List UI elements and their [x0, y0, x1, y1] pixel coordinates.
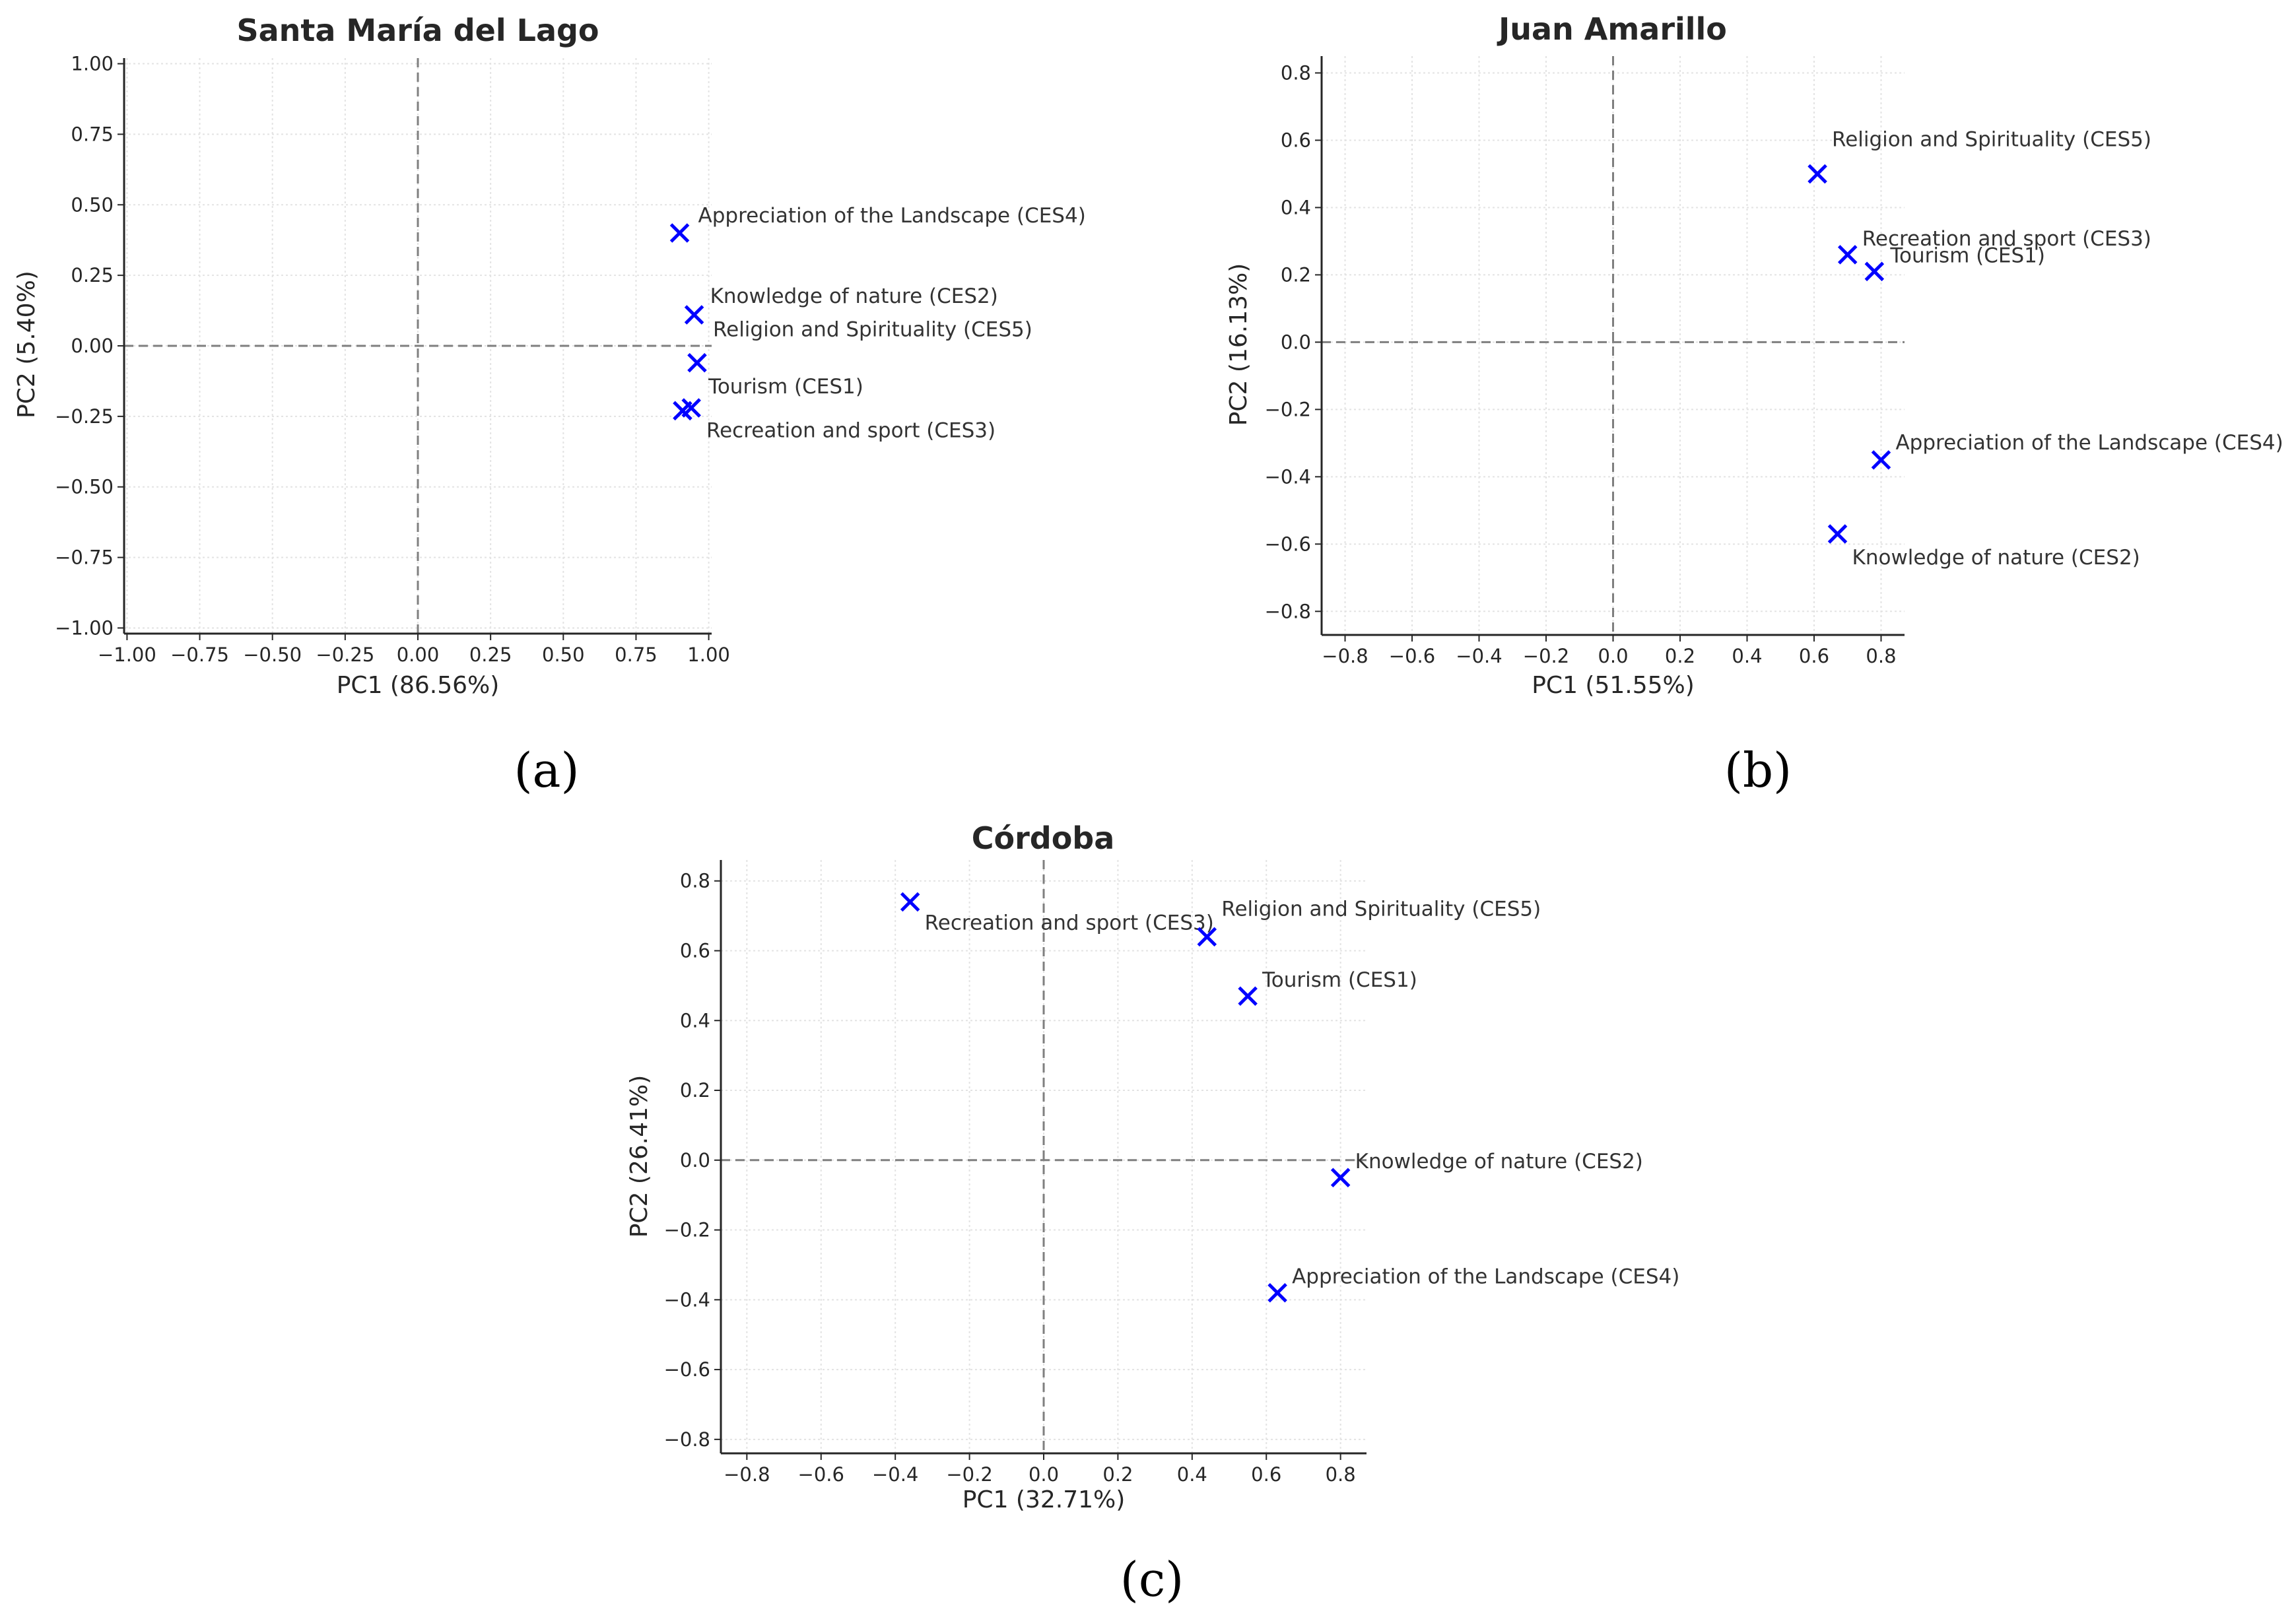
- y-tick-label: −0.25: [55, 405, 114, 428]
- y-tick-label: 0.6: [680, 939, 710, 962]
- y-tick-label: −0.6: [1265, 533, 1311, 555]
- data-point-label: Knowledge of nature (CES2): [1852, 546, 2140, 570]
- data-point-marker: [687, 352, 707, 373]
- data-point-label: Knowledge of nature (CES2): [710, 284, 998, 308]
- x-tick-label: 0.0: [1598, 645, 1628, 667]
- x-tick-label: 0.25: [469, 644, 512, 666]
- x-tick-label: 1.00: [687, 644, 730, 666]
- y-tick-label: 0.8: [1281, 61, 1311, 84]
- x-tick-label: 0.0: [1029, 1463, 1059, 1486]
- data-point-label: Tourism (CES1): [1889, 244, 2045, 267]
- y-tick-label: −0.8: [1265, 600, 1311, 622]
- data-point-marker: [1871, 450, 1891, 470]
- data-point-label: Appreciation of the Landscape (CES4): [1292, 1265, 1679, 1289]
- x-tick-label: −0.6: [798, 1463, 844, 1486]
- data-point-label: Religion and Spirituality (CES5): [713, 318, 1032, 342]
- y-tick-label: −0.2: [1265, 398, 1311, 420]
- x-tick-label: 0.50: [542, 644, 585, 666]
- y-tick-label: −0.75: [55, 546, 114, 569]
- data-point-marker: [1197, 927, 1217, 947]
- y-tick-label: −0.4: [664, 1288, 710, 1311]
- chart-panel-3: −0.8 −0.6 −0.4 −0.2 0.0 0.2 0.4 0.6 0.8 0.8 0.6 0.4…: [626, 820, 1679, 1607]
- panel-letter: (c): [1120, 1552, 1184, 1607]
- data-point-label: Tourism (CES1): [1262, 968, 1417, 992]
- x-tick-label: −0.4: [872, 1463, 918, 1486]
- data-point-label: Recreation and sport (CES3): [1862, 227, 2151, 251]
- y-tick-label: −0.4: [1265, 465, 1311, 488]
- chart-title: Santa María del Lago: [236, 13, 599, 48]
- x-tick-label: 0.75: [615, 644, 658, 666]
- panel-letter: (a): [514, 743, 579, 798]
- x-tick-label: −0.6: [1389, 645, 1435, 667]
- data-point-marker: [1330, 1168, 1351, 1187]
- data-point-label: Recreation and sport (CES3): [706, 418, 996, 442]
- data-point-label: Recreation and sport (CES3): [925, 911, 1214, 935]
- y-tick-label: −1.00: [55, 616, 114, 639]
- x-axis-label: PC1 (32.71%): [962, 1486, 1126, 1513]
- data-point-label: Tourism (CES1): [708, 375, 863, 399]
- x-tick-label: −0.8: [724, 1463, 770, 1486]
- x-tick-label: 0.6: [1799, 645, 1829, 667]
- y-tick-label: 1.00: [71, 53, 114, 75]
- y-tick-label: −0.6: [664, 1358, 710, 1381]
- y-tick-label: −0.50: [55, 476, 114, 498]
- y-axis-label: PC2 (16.13%): [1225, 263, 1252, 426]
- y-axis-label: PC2 (26.41%): [626, 1075, 653, 1238]
- data-point-label: Appreciation of the Landscape (CES4): [698, 204, 1086, 228]
- data-point-marker: [684, 305, 704, 325]
- data-point-marker: [1807, 164, 1827, 184]
- data-point-label: Religion and Spirituality (CES5): [1832, 127, 2151, 151]
- y-tick-label: 0.6: [1281, 129, 1311, 151]
- x-tick-label: −0.8: [1322, 645, 1368, 667]
- x-tick-label: −0.2: [946, 1463, 992, 1486]
- x-tick-label: −1.00: [98, 644, 156, 666]
- x-axis-label: PC1 (51.55%): [1532, 672, 1695, 699]
- chart-panel-2: −0.8 −0.6 −0.4 −0.2 0.0 0.2 0.4 0.6 0.8 0.8 0.6 0.4…: [1225, 11, 2283, 798]
- y-tick-label: 0.2: [1281, 263, 1311, 286]
- y-axis-label: PC2 (5.40%): [13, 271, 40, 418]
- chart-title: Córdoba: [972, 820, 1115, 856]
- y-tick-label: −0.2: [664, 1219, 710, 1241]
- x-axis-label: PC1 (86.56%): [337, 672, 500, 699]
- x-tick-label: −0.2: [1523, 645, 1569, 667]
- x-tick-label: 0.8: [1326, 1463, 1356, 1486]
- x-tick-label: −0.25: [316, 644, 374, 666]
- x-tick-label: 0.2: [1665, 645, 1695, 667]
- y-tick-label: 0.0: [1281, 331, 1311, 353]
- data-point-marker: [1238, 986, 1258, 1007]
- x-tick-label: 0.00: [397, 644, 440, 666]
- y-tick-label: 0.75: [71, 123, 114, 145]
- x-tick-label: −0.4: [1456, 645, 1502, 667]
- x-tick-label: 0.4: [1177, 1463, 1207, 1486]
- data-point-marker: [1267, 1282, 1287, 1303]
- y-tick-label: 0.25: [71, 264, 114, 286]
- x-tick-label: −0.50: [243, 644, 302, 666]
- data-point-marker: [1864, 261, 1885, 282]
- y-tick-label: 0.00: [71, 335, 114, 357]
- x-tick-label: 0.2: [1102, 1463, 1133, 1486]
- x-tick-label: −0.75: [170, 644, 229, 666]
- y-tick-label: 0.8: [680, 870, 710, 892]
- data-point-label: Appreciation of the Landscape (CES4): [1895, 431, 2283, 455]
- data-point-marker: [673, 401, 692, 421]
- panel-letter: (b): [1724, 743, 1792, 798]
- data-point-label: Knowledge of nature (CES2): [1355, 1150, 1643, 1173]
- chart-panel-1: −1.00 −0.75 −0.50 −0.25 0.00 0.25 0.50 0.75 1.00…: [13, 13, 1086, 798]
- data-point-label: Religion and Spirituality (CES5): [1221, 897, 1541, 921]
- data-point-marker: [669, 223, 690, 243]
- y-tick-label: −0.8: [664, 1428, 710, 1451]
- y-tick-label: 0.50: [71, 193, 114, 216]
- x-tick-label: 0.6: [1251, 1463, 1281, 1486]
- data-point-marker: [1827, 524, 1848, 544]
- y-tick-label: 0.0: [680, 1149, 710, 1172]
- x-tick-label: 0.8: [1866, 645, 1896, 667]
- y-tick-label: 0.4: [1281, 196, 1311, 218]
- x-tick-label: 0.4: [1732, 645, 1762, 667]
- data-point-marker: [1837, 245, 1858, 265]
- data-point-marker: [900, 892, 920, 912]
- y-tick-label: 0.4: [680, 1009, 710, 1032]
- chart-title: Juan Amarillo: [1497, 11, 1727, 47]
- y-tick-label: 0.2: [680, 1079, 710, 1102]
